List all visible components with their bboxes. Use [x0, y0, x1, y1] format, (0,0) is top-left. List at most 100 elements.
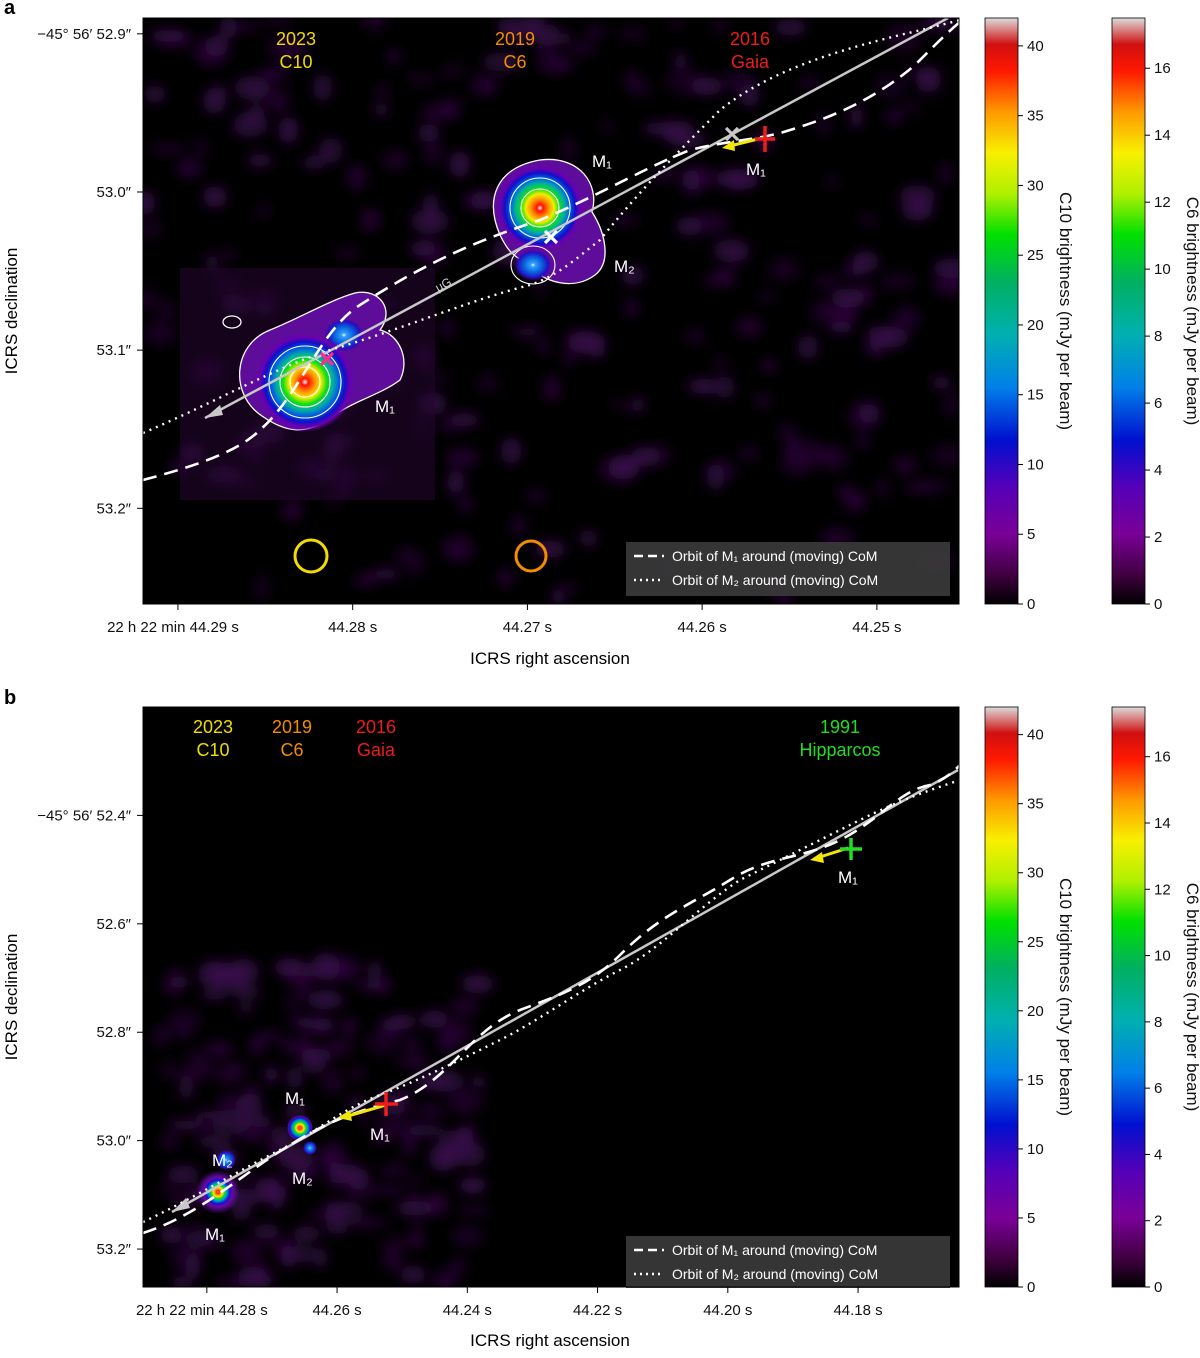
noise-speck: [463, 975, 489, 985]
noise-speck: [176, 1224, 216, 1248]
colorbar-tick-label: 10: [1027, 1141, 1044, 1158]
c10-m2-blob: [216, 1150, 236, 1170]
noise-speck: [325, 1039, 355, 1056]
noise-speck: [431, 370, 447, 386]
noise-speck: [381, 150, 409, 170]
colorbar-label: C6 brightness (mJy per beam): [1183, 883, 1200, 1112]
noise-speck: [346, 163, 367, 191]
noise-speck: [423, 141, 444, 165]
noise-speck: [837, 267, 861, 276]
noise-speck: [166, 1009, 202, 1033]
x-tick-label: 44.18 s: [833, 1302, 882, 1319]
noise-speck: [154, 299, 179, 319]
noise-speck: [438, 1130, 469, 1159]
noise-speck: [457, 1178, 486, 1192]
proper-motion-arrowhead: [810, 852, 824, 863]
noise-speck: [496, 569, 515, 587]
noise-speck: [457, 1204, 492, 1216]
noise-speck: [374, 84, 390, 97]
noise-speck: [559, 582, 580, 593]
c10-small-contour: [222, 315, 242, 329]
noise-speck: [206, 959, 229, 988]
epoch-name: C6: [503, 52, 526, 72]
epoch-labels-b: 2023 C10 2019 C6 2016 Gaia 1991 Hipparco…: [193, 717, 881, 760]
noise-speck: [837, 486, 852, 495]
noise-speck: [161, 1181, 174, 1197]
colorbar-tick-label: 5: [1027, 526, 1035, 543]
noise-speck: [608, 400, 635, 411]
colorbar-label: C10 brightness (mJy per beam): [1056, 192, 1075, 430]
noise-speck: [893, 455, 917, 475]
noise-speck: [471, 1075, 487, 1089]
noise-speck: [797, 334, 819, 360]
colorbar-tick-label: 16: [1154, 60, 1171, 77]
epoch-name: C6: [280, 740, 303, 760]
orbit-m2-path: [143, 779, 959, 1224]
noise-speck: [825, 174, 839, 190]
noise-speck: [799, 78, 820, 88]
noise-speck: [213, 84, 226, 108]
noise-speck: [552, 588, 565, 604]
epoch-year: 2019: [272, 717, 312, 737]
colorbar-tick-label: 30: [1027, 177, 1044, 194]
proper-motion-label: μG: [433, 275, 454, 295]
noise-speck: [442, 536, 474, 562]
axes-b: 22 h 22 min 44.28 s 44.26 s 44.24 s 44.22 s…: [37, 706, 960, 1319]
noise-speck: [401, 1129, 416, 1158]
noise-speck: [355, 1218, 390, 1228]
colorbar-tick-label: 0: [1027, 1279, 1035, 1296]
colorbar-tick-label: 6: [1154, 1080, 1162, 1097]
noise-speck: [302, 155, 326, 170]
c6-contour: [520, 188, 560, 228]
noise-speck: [368, 977, 392, 995]
noise-speck: [373, 102, 390, 117]
noise-speck: [285, 993, 300, 1015]
noise-speck: [313, 1018, 335, 1031]
noise-speck: [166, 1165, 200, 1184]
noise-speck: [292, 1226, 321, 1242]
noise-speck: [254, 575, 270, 601]
noise-speck: [469, 191, 501, 210]
com-marker-2023: [319, 351, 335, 367]
noise-speck: [875, 478, 890, 496]
noise-speck: [685, 330, 705, 344]
colorbar-tick-label: 8: [1154, 1014, 1162, 1031]
noise-speck: [221, 1062, 250, 1075]
noise-speck: [186, 1050, 210, 1061]
colorbar-tick-label: 4: [1154, 462, 1162, 479]
noise-speck: [892, 306, 921, 330]
noise-speck: [336, 1162, 366, 1172]
noise-speck: [282, 499, 303, 522]
noise-speck: [352, 575, 378, 587]
noise-speck: [824, 305, 860, 323]
noise-speck: [179, 1072, 194, 1101]
noise-speck: [355, 1112, 371, 1124]
noise-speck: [938, 161, 953, 185]
legend-label: Orbit of M₂ around (moving) CoM: [672, 572, 878, 588]
epoch-year: 2016: [730, 29, 770, 49]
noise-speck: [163, 977, 182, 997]
noise-speck: [402, 1037, 422, 1051]
noise-speck: [912, 479, 951, 493]
noise-speck: [932, 258, 959, 279]
noise-speck: [432, 1271, 457, 1287]
noise-speck: [421, 1010, 448, 1027]
noise-speck: [324, 1223, 349, 1235]
noise-speck: [404, 1174, 424, 1186]
noise-speck: [561, 136, 576, 162]
noise-speck: [264, 1066, 279, 1082]
noise-speck: [815, 112, 833, 137]
noise-speck: [255, 203, 271, 219]
noise-speck: [226, 958, 260, 985]
x-tick-label: 44.25 s: [852, 619, 901, 636]
noise-speck: [232, 985, 261, 1000]
noise-speck: [295, 1016, 315, 1030]
noise-speck: [350, 1068, 366, 1079]
noise-speck: [715, 269, 735, 279]
noise-speck: [318, 137, 343, 164]
noise-speck: [231, 1206, 252, 1221]
noise-speck: [380, 1017, 408, 1036]
noise-speck: [152, 1027, 173, 1040]
